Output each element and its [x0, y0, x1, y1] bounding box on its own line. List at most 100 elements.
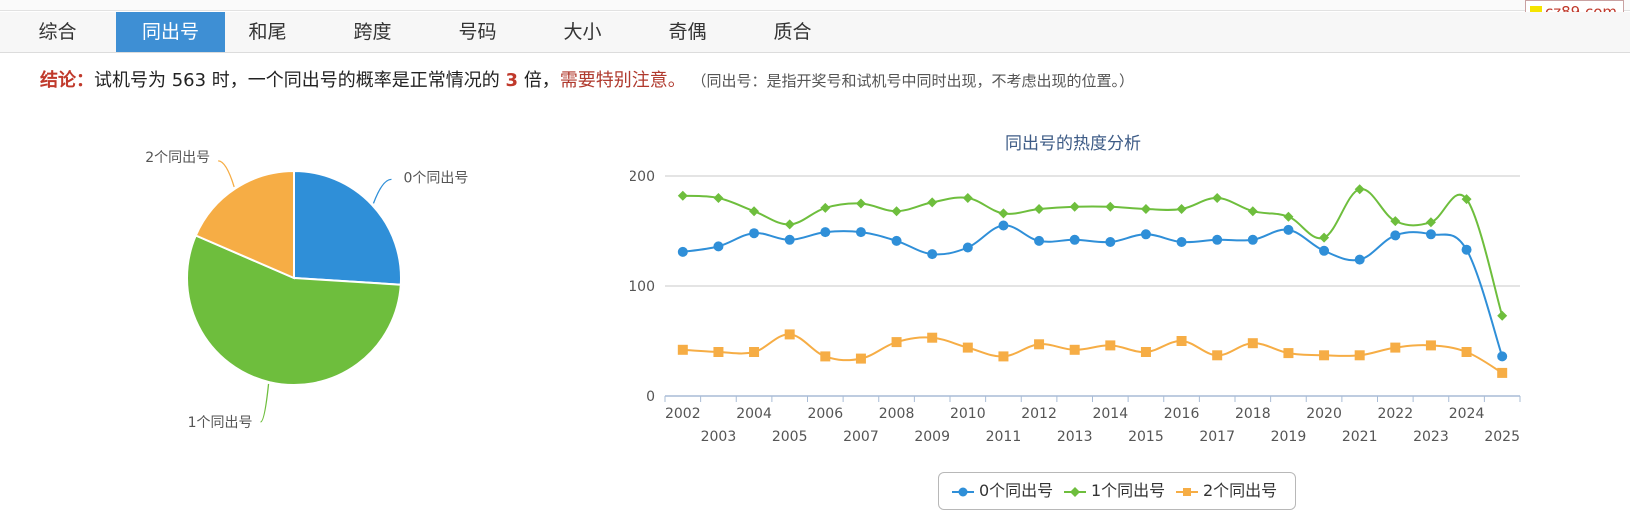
data-point[interactable] [820, 351, 831, 362]
data-point[interactable] [1425, 229, 1436, 240]
chart-title: 同出号的热度分析 [1005, 134, 1141, 154]
series-line [682, 224, 1504, 357]
data-point[interactable] [962, 193, 973, 203]
data-point[interactable] [1497, 351, 1508, 362]
data-point[interactable] [855, 353, 866, 364]
data-point[interactable] [1461, 347, 1472, 357]
data-point[interactable] [677, 246, 688, 257]
data-point[interactable] [784, 329, 795, 340]
data-point[interactable] [1140, 204, 1151, 214]
data-point[interactable] [713, 193, 724, 203]
x-tick-label: 2009 [914, 429, 950, 445]
data-point[interactable] [713, 347, 724, 357]
legend-label: 2个同出号 [1203, 481, 1278, 500]
data-point[interactable] [1247, 206, 1258, 217]
tab-prime-composite[interactable]: 质合 [773, 21, 812, 43]
pie-label: 2个同出号 [145, 150, 210, 166]
data-point[interactable] [927, 197, 938, 208]
data-point[interactable] [927, 249, 938, 260]
tab-span[interactable]: 跨度 [353, 21, 392, 43]
data-point[interactable] [1319, 350, 1330, 361]
data-point[interactable] [1390, 342, 1401, 353]
data-point[interactable] [1069, 344, 1080, 355]
data-point[interactable] [749, 347, 760, 357]
data-point[interactable] [962, 342, 973, 353]
data-point[interactable] [962, 242, 973, 253]
tab-comprehensive[interactable]: 综合 [38, 21, 77, 43]
tab-sum-tail[interactable]: 和尾 [248, 21, 287, 43]
data-point[interactable] [1390, 216, 1401, 227]
data-point[interactable] [1212, 350, 1223, 361]
data-point[interactable] [784, 234, 795, 245]
data-point[interactable] [1425, 340, 1436, 351]
pie-slice[interactable] [186, 234, 402, 386]
data-point[interactable] [1176, 336, 1187, 346]
data-point[interactable] [891, 235, 902, 246]
legend-item-0[interactable]: 0个同出号 [951, 473, 1053, 509]
tab-odd-even[interactable]: 奇偶 [668, 21, 707, 43]
data-point[interactable] [1247, 338, 1258, 349]
data-point[interactable] [927, 332, 938, 343]
pie-slice[interactable] [194, 169, 295, 280]
legend-circle-icon [952, 487, 974, 496]
data-point[interactable] [998, 208, 1009, 219]
x-tick-label: 2004 [736, 406, 772, 422]
data-point[interactable] [1390, 230, 1401, 241]
data-point[interactable] [677, 344, 688, 355]
tab-bar: 综合 同出号 和尾 跨度 号码 大小 奇偶 质合 [0, 12, 1630, 53]
data-point[interactable] [855, 198, 866, 209]
data-point[interactable] [1034, 204, 1045, 214]
data-point[interactable] [1105, 201, 1116, 212]
data-point[interactable] [998, 220, 1009, 231]
data-point[interactable] [1176, 204, 1187, 214]
data-point[interactable] [1212, 193, 1223, 203]
data-point[interactable] [891, 206, 902, 217]
data-point[interactable] [784, 219, 795, 230]
data-point[interactable] [1497, 310, 1508, 321]
data-point[interactable] [1140, 229, 1151, 240]
data-point[interactable] [1354, 350, 1365, 361]
data-point[interactable] [1140, 347, 1151, 357]
x-tick-label: 2025 [1484, 429, 1520, 445]
data-point[interactable] [1319, 245, 1330, 256]
data-point[interactable] [1176, 237, 1187, 247]
x-tick-label: 2015 [1128, 429, 1164, 445]
data-point[interactable] [1354, 184, 1365, 195]
tab-same-numbers[interactable]: 同出号 [116, 12, 225, 52]
data-point[interactable] [1034, 235, 1045, 246]
data-point[interactable] [998, 351, 1009, 362]
data-point[interactable] [1247, 234, 1258, 245]
data-point[interactable] [1212, 234, 1223, 245]
legend-item-1[interactable]: 1个同出号 [1063, 473, 1165, 509]
data-point[interactable] [749, 206, 760, 217]
x-tick-label: 2007 [843, 429, 879, 445]
data-point[interactable] [1069, 201, 1080, 212]
data-point[interactable] [1283, 211, 1294, 222]
data-point[interactable] [1354, 254, 1365, 265]
data-point[interactable] [1034, 339, 1045, 350]
data-point[interactable] [1461, 244, 1472, 255]
x-tick-label: 2012 [1021, 406, 1057, 422]
tab-big-small[interactable]: 大小 [563, 21, 602, 43]
data-point[interactable] [1319, 232, 1330, 243]
data-point[interactable] [1069, 234, 1080, 245]
data-point[interactable] [891, 337, 902, 348]
data-point[interactable] [1425, 217, 1436, 228]
data-point[interactable] [820, 227, 831, 238]
data-point[interactable] [1283, 224, 1294, 235]
pie-slice[interactable] [293, 169, 402, 286]
data-point[interactable] [820, 202, 831, 213]
data-point[interactable] [1105, 340, 1116, 351]
data-point[interactable] [1283, 348, 1294, 359]
data-point[interactable] [1497, 367, 1508, 378]
data-point[interactable] [855, 227, 866, 238]
legend-item-2[interactable]: 2个同出号 [1175, 473, 1277, 509]
data-point[interactable] [749, 228, 760, 239]
data-point[interactable] [713, 241, 724, 252]
data-point[interactable] [1461, 194, 1472, 205]
data-point[interactable] [1105, 237, 1116, 247]
tab-numbers[interactable]: 号码 [458, 21, 497, 43]
x-tick-label: 2021 [1342, 429, 1378, 445]
data-point[interactable] [677, 190, 688, 201]
legend-diamond-icon [1064, 486, 1086, 497]
